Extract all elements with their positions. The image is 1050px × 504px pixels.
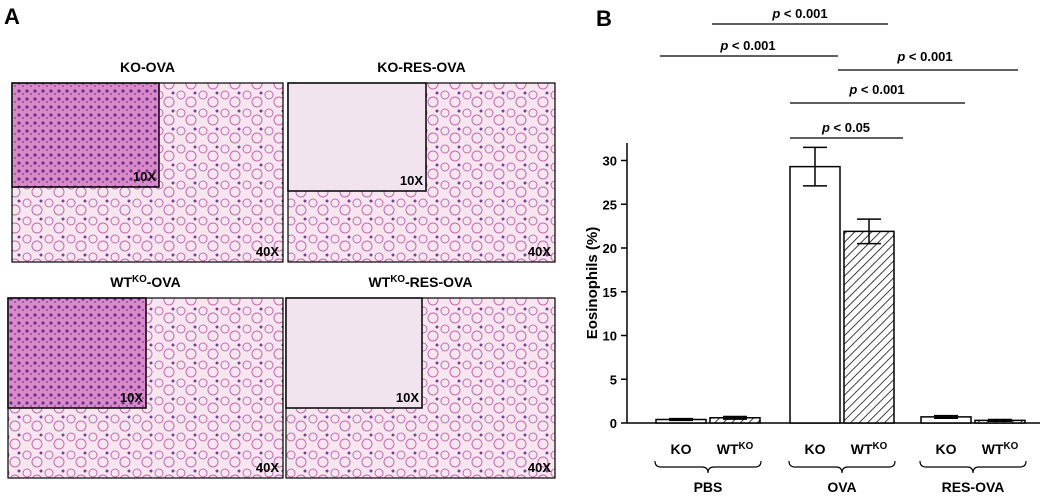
label-part: WT bbox=[851, 441, 873, 457]
label-part: WT bbox=[982, 441, 1004, 457]
label-part: KO bbox=[739, 441, 754, 452]
panel-label: B bbox=[596, 6, 612, 31]
bar bbox=[789, 165, 841, 424]
label: KO bbox=[671, 441, 692, 457]
label: p < 0.001 bbox=[719, 38, 775, 53]
micrograph-inset bbox=[7, 297, 147, 409]
label-part: KO bbox=[671, 441, 692, 457]
label-part: p bbox=[719, 38, 728, 53]
label-part: < 0.001 bbox=[905, 49, 952, 64]
label-part: p bbox=[821, 120, 830, 135]
error-bar bbox=[934, 414, 958, 419]
group-brace bbox=[919, 460, 1027, 474]
error-bar bbox=[857, 218, 881, 245]
label-part: WT bbox=[717, 441, 739, 457]
magnification: 10X bbox=[120, 390, 143, 405]
label-part: KO-RES-OVA bbox=[377, 59, 465, 75]
magnification: 40X bbox=[528, 244, 551, 259]
magnification: 40X bbox=[528, 460, 551, 475]
y-tick-label: 5 bbox=[610, 372, 617, 387]
label-part: < 0.001 bbox=[780, 6, 827, 21]
label: WTKO-OVA bbox=[110, 274, 180, 291]
label: WTKO bbox=[717, 441, 754, 458]
magnification: 40X bbox=[256, 460, 279, 475]
group-brace bbox=[654, 460, 762, 474]
magnification: 40X bbox=[256, 244, 279, 259]
label-part: KO bbox=[132, 274, 147, 285]
label: KO-RES-OVA bbox=[377, 59, 465, 75]
label: p < 0.05 bbox=[821, 120, 870, 135]
label: KO bbox=[805, 441, 826, 457]
label-part: < 0.001 bbox=[728, 38, 775, 53]
label: KO bbox=[936, 441, 957, 457]
label: p < 0.001 bbox=[771, 6, 827, 21]
error-bar bbox=[803, 146, 827, 187]
label-part: WT bbox=[369, 274, 391, 290]
label-part: KO bbox=[390, 274, 405, 285]
label: WTKO bbox=[851, 441, 888, 458]
label-part: p bbox=[848, 82, 857, 97]
x-group-label: OVA bbox=[827, 479, 856, 495]
error-bar bbox=[669, 417, 693, 422]
x-group-label: PBS bbox=[694, 479, 723, 495]
y-tick-label: 20 bbox=[603, 241, 617, 256]
label-part: -RES-OVA bbox=[405, 274, 472, 290]
magnification: 10X bbox=[133, 169, 156, 184]
label-part: KO-OVA bbox=[120, 59, 175, 75]
panel-label: A bbox=[4, 4, 20, 29]
label-part: p bbox=[771, 6, 780, 21]
micrograph-inset bbox=[11, 82, 160, 188]
label-part: WT bbox=[110, 274, 132, 290]
y-tick-label: 30 bbox=[603, 154, 617, 169]
label: KO-OVA bbox=[120, 59, 175, 75]
y-tick-label: 0 bbox=[610, 416, 617, 431]
label-part: KO bbox=[1004, 441, 1019, 452]
label: WTKO bbox=[982, 441, 1019, 458]
label: p < 0.001 bbox=[896, 49, 952, 64]
error-bar bbox=[723, 415, 747, 420]
y-tick-label: 25 bbox=[603, 197, 617, 212]
micrograph-inset bbox=[287, 82, 427, 192]
label-part: < 0.05 bbox=[830, 120, 870, 135]
y-axis-label: Eosinophils (%) bbox=[584, 227, 601, 340]
bar bbox=[843, 230, 895, 424]
y-tick-label: 10 bbox=[603, 329, 617, 344]
label-part: KO bbox=[873, 441, 888, 452]
label-part: KO bbox=[936, 441, 957, 457]
micrograph-inset bbox=[285, 297, 423, 409]
x-group-label: RES-OVA bbox=[942, 479, 1005, 495]
error-bar bbox=[988, 418, 1012, 422]
label-part: KO bbox=[805, 441, 826, 457]
label: p < 0.001 bbox=[848, 82, 904, 97]
y-tick-label: 15 bbox=[603, 285, 617, 300]
label: WTKO-RES-OVA bbox=[369, 274, 473, 291]
label-part: < 0.001 bbox=[857, 82, 904, 97]
group-brace bbox=[788, 460, 896, 474]
magnification: 10X bbox=[396, 390, 419, 405]
magnification: 10X bbox=[400, 173, 423, 188]
label-part: -OVA bbox=[147, 274, 181, 290]
label-part: p bbox=[896, 49, 905, 64]
